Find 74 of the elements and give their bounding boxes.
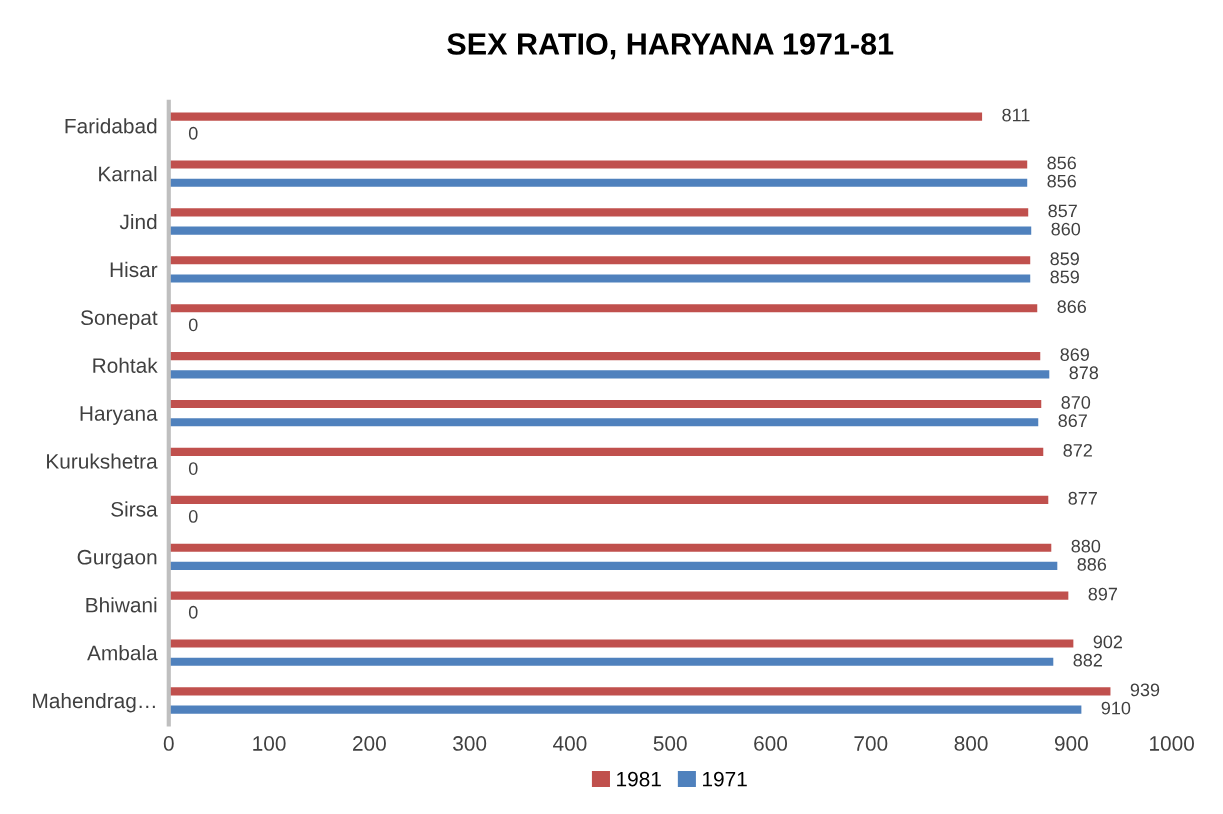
- data-label: 867: [1058, 414, 1087, 428]
- data-label: 859: [1050, 270, 1079, 284]
- data-label: 880: [1071, 539, 1101, 553]
- bar: [168, 591, 1069, 600]
- data-label: 859: [1050, 252, 1079, 266]
- y-tick-label: Ambala: [87, 645, 158, 661]
- x-tick-label: 400: [553, 736, 587, 751]
- legend-label: 1971: [703, 771, 747, 787]
- data-label: 877: [1068, 491, 1097, 505]
- bar: [168, 399, 1042, 409]
- y-tick-label: Gurgaon: [77, 549, 157, 569]
- x-tick-label: 100: [253, 736, 286, 751]
- data-label: 886: [1077, 557, 1107, 571]
- bar: [168, 705, 1082, 714]
- y-tick-label: Sonepat: [81, 310, 158, 330]
- y-tick-label: Mahendrag…: [33, 692, 155, 713]
- data-label: 897: [1088, 587, 1117, 601]
- y-tick-label: Bhiwani: [86, 597, 157, 613]
- x-tick-label: 800: [954, 736, 988, 751]
- bar: [168, 543, 1052, 552]
- data-label: 902: [1093, 635, 1123, 649]
- x-tick-label: 600: [754, 736, 788, 751]
- x-tick-label: 700: [854, 736, 888, 751]
- x-tick-label: 0: [163, 736, 174, 751]
- bar: [168, 256, 1031, 265]
- bar: [168, 495, 1049, 504]
- y-tick-label: Jind: [119, 213, 157, 230]
- y-tick-label: Hisar: [110, 261, 158, 278]
- bar: [168, 226, 1032, 235]
- data-label: 0: [188, 510, 198, 523]
- bar: [168, 418, 1039, 427]
- data-label: 0: [188, 126, 198, 140]
- data-label: 939: [1130, 683, 1160, 697]
- y-tick-label: Sirsa: [111, 501, 158, 517]
- data-label: 882: [1073, 653, 1102, 667]
- x-tick-label: 500: [653, 736, 687, 751]
- data-label: 0: [188, 318, 198, 332]
- bar: [168, 370, 1050, 379]
- y-tick-label: Haryana: [80, 406, 158, 425]
- bar: [168, 208, 1029, 217]
- data-label: 870: [1061, 396, 1091, 409]
- data-label: 910: [1101, 701, 1131, 715]
- data-label: 856: [1047, 174, 1076, 188]
- y-tick-label: Kurukshetra: [47, 453, 158, 469]
- data-label: 872: [1063, 443, 1092, 457]
- bar: [168, 447, 1044, 456]
- y-tick-label: Faridabad: [65, 118, 157, 134]
- x-tick-label: 300: [453, 736, 487, 751]
- data-label: 0: [188, 605, 198, 619]
- data-label: 811: [1002, 108, 1030, 122]
- bar: [168, 639, 1074, 648]
- chart-title: SEX RATIO, HARYANA 1971-81: [447, 33, 894, 60]
- bar: [168, 304, 1038, 313]
- bar: [168, 687, 1111, 696]
- bar: [168, 112, 983, 121]
- data-label: 866: [1057, 300, 1087, 314]
- data-label: 0: [188, 462, 198, 475]
- data-label: 857: [1048, 204, 1077, 218]
- bar: [168, 561, 1058, 570]
- y-tick-label: Karnal: [99, 166, 157, 182]
- bar: [168, 657, 1054, 666]
- x-tick-label: 900: [1054, 736, 1088, 751]
- bar: [168, 352, 1041, 361]
- bar: [168, 274, 1031, 283]
- bar: [168, 160, 1028, 169]
- x-tick-label: 1000: [1150, 736, 1194, 751]
- bar: [168, 178, 1028, 187]
- data-label: 869: [1060, 348, 1089, 361]
- data-label: 856: [1047, 156, 1076, 170]
- x-tick-label: 200: [353, 736, 386, 751]
- y-tick-label: Rohtak: [93, 357, 158, 373]
- legend-label: 1981: [617, 771, 661, 787]
- data-label: 878: [1069, 366, 1099, 380]
- data-label: 860: [1051, 222, 1081, 236]
